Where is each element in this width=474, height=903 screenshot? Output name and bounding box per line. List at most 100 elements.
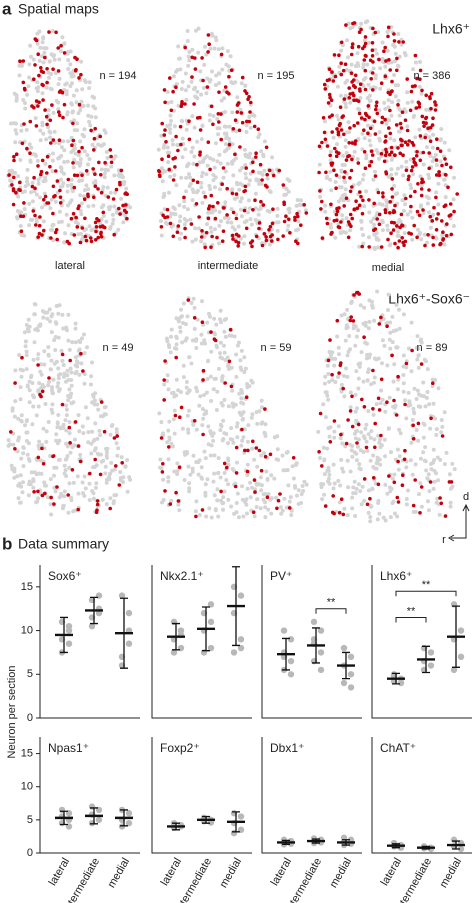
data-point — [427, 649, 435, 656]
panel-letter: b — [2, 534, 12, 553]
data-point — [450, 666, 458, 674]
data-point — [207, 618, 215, 626]
y-tick-label: 0 — [27, 712, 33, 724]
data-point — [95, 816, 103, 824]
n-label: n = 49 — [103, 342, 134, 354]
panel-title: Dbx1⁺ — [270, 741, 304, 755]
n-label: n = 89 — [417, 342, 448, 354]
n-label: n = 59 — [261, 342, 292, 354]
data-point — [427, 662, 435, 669]
data-point — [65, 623, 73, 630]
y-tick-label: 5 — [27, 668, 33, 680]
compass-label: d — [463, 491, 469, 503]
data-point — [237, 813, 245, 820]
axis-frame — [261, 565, 362, 719]
data-point — [177, 627, 185, 634]
data-point — [347, 653, 355, 660]
map-label: intermediate — [198, 260, 259, 272]
data-point — [125, 609, 133, 617]
compass-arrows — [448, 503, 470, 542]
significance-label: ** — [422, 579, 431, 591]
data-point — [347, 671, 355, 678]
tissue-dots — [317, 19, 456, 251]
data-point — [287, 636, 295, 643]
x-tick-label: medial — [218, 856, 245, 890]
x-tick-label: medial — [106, 856, 133, 890]
y-axis-label: Neuron per section — [6, 666, 18, 759]
tissue-dots — [6, 302, 133, 517]
n-label: n = 195 — [257, 70, 294, 82]
y-tick-label: 10 — [21, 624, 33, 636]
row-label: Lhx6⁺ — [432, 21, 470, 37]
tissue-dots — [157, 296, 309, 520]
data-point — [340, 679, 348, 687]
data-point — [237, 592, 245, 599]
panel-title: Nkx2.1⁺ — [160, 569, 204, 583]
y-tick-label: 0 — [27, 847, 33, 859]
significance-bracket — [315, 608, 347, 614]
axis-frame — [371, 565, 472, 719]
axis-frame — [371, 737, 472, 854]
x-tick-label: medial — [328, 856, 355, 890]
x-tick-label: medial — [438, 856, 465, 890]
data-point — [125, 640, 133, 647]
tissue-dots — [156, 26, 308, 249]
data-point — [237, 636, 245, 643]
data-point — [65, 627, 73, 634]
significance-label: ** — [327, 597, 336, 609]
neuron-dots — [317, 21, 459, 250]
data-point — [317, 627, 325, 634]
panel-title: Lhx6⁺ — [380, 569, 412, 583]
axis-frame — [151, 565, 252, 719]
data-point — [287, 657, 295, 665]
data-point — [340, 644, 348, 652]
data-point — [457, 653, 465, 660]
data-point — [65, 640, 73, 647]
axis-frame — [261, 737, 362, 854]
data-point — [237, 644, 245, 652]
data-point — [125, 819, 133, 827]
x-tick-label: lateral — [269, 856, 294, 888]
data-point — [88, 623, 96, 630]
y-tick-label: 15 — [21, 747, 33, 759]
data-point — [230, 649, 238, 656]
panel-letter: a — [2, 0, 12, 18]
panel-title: ChAT⁺ — [380, 741, 416, 755]
y-tick-label: 15 — [21, 581, 33, 593]
data-point — [457, 845, 465, 853]
tissue-dots — [6, 29, 133, 245]
data-point — [347, 684, 355, 691]
y-tick-label: 5 — [27, 814, 33, 826]
compass: d r — [442, 491, 470, 546]
panel-title: Data summary — [18, 536, 109, 552]
significance-bracket — [395, 590, 457, 597]
compass-label: r — [442, 534, 446, 546]
data-point — [280, 627, 288, 634]
data-point — [317, 649, 325, 656]
significance-bracket — [395, 616, 427, 623]
data-point — [207, 644, 215, 652]
data-point — [125, 810, 133, 817]
x-tick-label: lateral — [159, 856, 184, 888]
panel-title: Spatial maps — [18, 1, 99, 17]
map-label: medial — [372, 262, 404, 274]
panel-title: Npas1⁺ — [48, 741, 89, 755]
panel-title: Sox6⁺ — [48, 569, 82, 583]
data-point — [310, 618, 318, 626]
data-point — [287, 671, 295, 678]
y-tick-label: 10 — [21, 781, 33, 793]
panel-title: Foxp2⁺ — [160, 741, 200, 755]
data-point — [457, 627, 465, 634]
axis-frame — [39, 565, 140, 719]
tissue-dots — [316, 289, 457, 524]
data-point — [317, 666, 325, 674]
data-point — [397, 679, 405, 687]
row-label: Lhx6⁺-Sox6⁻ — [388, 291, 470, 307]
x-tick-label: lateral — [379, 856, 404, 888]
x-tick-label: lateral — [47, 856, 72, 888]
axis-frame — [151, 737, 252, 854]
significance-label: ** — [407, 605, 416, 617]
data-point — [118, 592, 126, 599]
map-label: lateral — [55, 260, 85, 272]
